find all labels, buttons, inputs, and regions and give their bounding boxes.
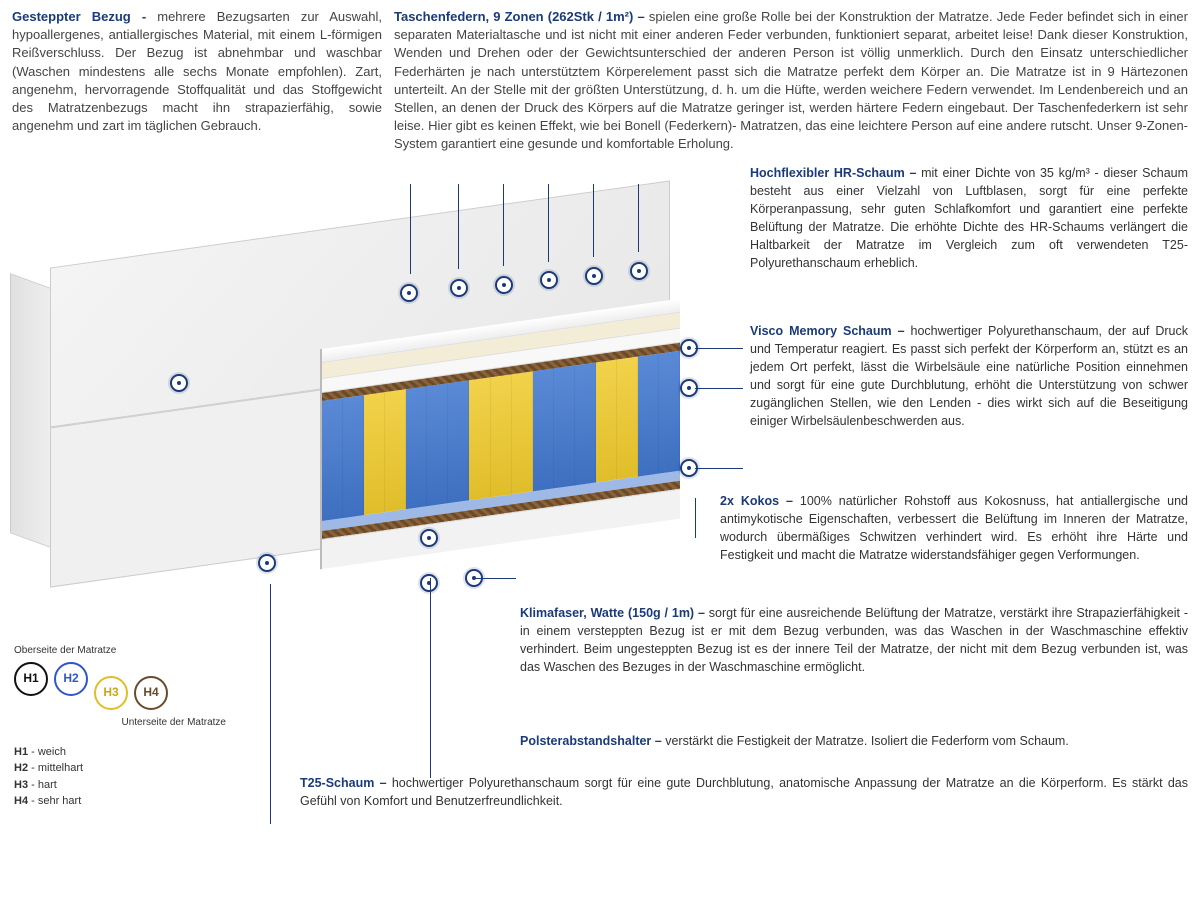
callout-line: [593, 184, 594, 257]
callout-line: [695, 348, 743, 349]
hr-title: Hochflexibler HR-Schaum –: [750, 166, 921, 180]
legend-row: H2 - mittelhart: [14, 760, 234, 777]
visco-block: Visco Memory Schaum – hochwertiger Polyu…: [750, 322, 1188, 431]
legend-circle-h1: H1: [14, 662, 48, 696]
callout-line: [270, 584, 271, 824]
callout-line: [410, 184, 411, 274]
callout-marker-icon: [630, 262, 648, 280]
callout-marker-icon: [585, 267, 603, 285]
t25-title: T25-Schaum –: [300, 776, 392, 790]
springs-text: spielen eine große Rolle bei der Konstru…: [394, 9, 1188, 151]
legend-row: H3 - hart: [14, 777, 234, 794]
callout-line: [638, 184, 639, 252]
visco-text: hochwertiger Polyurethanschaum, der auf …: [750, 324, 1188, 429]
callout-marker-icon: [258, 554, 276, 572]
hardness-legend: Oberseite der Matratze H1 H2 H3 H4 Unter…: [14, 644, 234, 810]
legend-bottom-label: Unterseite der Matratze: [14, 716, 234, 730]
legend-circles: H1 H2 H3 H4: [14, 662, 234, 712]
legend-row: H1 - weich: [14, 744, 234, 761]
legend-circle-h3: H3: [94, 676, 128, 710]
legend-top-label: Oberseite der Matratze: [14, 644, 234, 658]
callout-marker-icon: [540, 271, 558, 289]
main-area: Hochflexibler HR-Schaum – mit einer Dich…: [0, 154, 1200, 874]
klima-block: Klimafaser, Watte (150g / 1m) – sorgt fü…: [520, 604, 1188, 677]
legend-list: H1 - weich H2 - mittelhart H3 - hart H4 …: [14, 744, 234, 810]
callout-line: [503, 184, 504, 266]
polster-text: verstärkt die Festigkeit der Matratze. I…: [665, 734, 1069, 748]
visco-title: Visco Memory Schaum –: [750, 324, 911, 338]
kokos-block: 2x Kokos – 100% natürlicher Rohstoff aus…: [720, 492, 1188, 565]
callout-line: [695, 498, 696, 538]
callout-marker-icon: [400, 284, 418, 302]
callout-line: [548, 184, 549, 262]
legend-row: H4 - sehr hart: [14, 793, 234, 810]
callout-line: [476, 578, 516, 579]
cover-title: Gesteppter Bezug -: [12, 9, 157, 24]
t25-block: T25-Schaum – hochwertiger Polyurethansch…: [300, 774, 1188, 810]
mattress-illustration: [20, 184, 710, 604]
callout-line: [695, 468, 743, 469]
callout-marker-icon: [495, 276, 513, 294]
callout-line: [430, 578, 431, 778]
springs-title: Taschenfedern, 9 Zonen (262Stk / 1m²) –: [394, 9, 649, 24]
kokos-title: 2x Kokos –: [720, 494, 800, 508]
callout-line: [695, 388, 743, 389]
callout-line: [458, 184, 459, 269]
legend-circle-h2: H2: [54, 662, 88, 696]
callout-marker-icon: [420, 529, 438, 547]
top-right-block: Taschenfedern, 9 Zonen (262Stk / 1m²) – …: [394, 8, 1188, 154]
top-left-block: Gesteppter Bezug - mehrere Bezugsarten z…: [12, 8, 382, 154]
callout-marker-icon: [420, 574, 438, 592]
callout-marker-icon: [170, 374, 188, 392]
t25-text: hochwertiger Polyurethanschaum sorgt für…: [300, 776, 1188, 808]
legend-circle-h4: H4: [134, 676, 168, 710]
hr-foam-block: Hochflexibler HR-Schaum – mit einer Dich…: [750, 164, 1188, 273]
callout-marker-icon: [450, 279, 468, 297]
cover-text: mehrere Bezugsarten zur Auswahl, hypoall…: [12, 9, 382, 133]
polster-title: Polsterabstandshalter –: [520, 734, 665, 748]
hr-text: mit einer Dichte von 35 kg/m³ - dieser S…: [750, 166, 1188, 271]
polster-block: Polsterabstandshalter – verstärkt die Fe…: [520, 732, 1188, 750]
klima-title: Klimafaser, Watte (150g / 1m) –: [520, 606, 709, 620]
top-row: Gesteppter Bezug - mehrere Bezugsarten z…: [0, 0, 1200, 154]
